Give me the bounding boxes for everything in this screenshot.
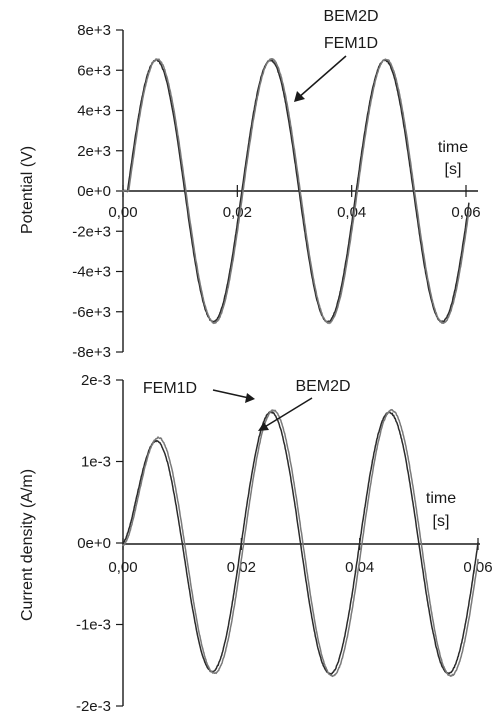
current-density-annotation-bem2d: BEM2D	[295, 378, 350, 395]
current-density-series-line-1	[122, 410, 479, 675]
y-tick-label: 2e+3	[77, 143, 111, 160]
current-density-y-axis-title: Current density (A/m)	[19, 469, 36, 621]
y-tick-label: 0e+0	[77, 183, 111, 200]
y-tick-label: 6e+3	[77, 62, 111, 79]
y-tick-label: -6e+3	[72, 304, 111, 321]
current-density-annotation-bem2d-arrowhead	[258, 422, 269, 431]
x-tick-label: 0,02	[223, 204, 252, 221]
current-density-annotation-bem2d-arrow	[262, 397, 313, 429]
y-tick-label: -8e+3	[72, 344, 111, 361]
y-tick-label: 1e-3	[81, 454, 111, 471]
potential-time-label: time	[438, 139, 468, 156]
potential-annotation-fem1d: FEM1D	[324, 35, 378, 52]
current-density-chart: Current density (A/m) 2e-3 1e-3 0e+0 -1e-3 -…	[19, 372, 493, 713]
x-tick-label: 0,00	[108, 559, 137, 576]
x-tick-label: 0,06	[463, 559, 492, 576]
current-density-time-unit-label: [s]	[433, 513, 450, 530]
current-density-series	[122, 408, 479, 678]
potential-time-unit-label: [s]	[445, 161, 462, 178]
potential-chart: Potential (V) 8e+3 6e+3 4e+3 2e+3 0e+0 -2e+3 -…	[19, 8, 481, 361]
potential-annotation-arrow	[297, 55, 347, 99]
y-tick-label: 8e+3	[77, 22, 111, 39]
y-tick-label: -2e-3	[76, 698, 111, 713]
y-tick-label: 2e-3	[81, 372, 111, 389]
potential-series	[122, 58, 470, 325]
x-tick-label: 0,04	[345, 559, 374, 576]
current-density-annotation-fem1d-arrow	[212, 389, 250, 399]
current-density-series-line-2	[122, 408, 479, 678]
x-tick-label: 0,06	[451, 204, 480, 221]
y-tick-label: -1e-3	[76, 617, 111, 634]
current-density-annotation-fem1d-arrowhead	[245, 393, 255, 403]
x-tick-label: 0,00	[108, 204, 137, 221]
current-density-y-ticks: 2e-3 1e-3 0e+0 -1e-3 -2e-3	[76, 372, 123, 713]
potential-y-axis-title: Potential (V)	[19, 146, 36, 234]
potential-x-ticks: 0,00 0,02 0,04 0,06	[108, 185, 481, 221]
x-tick-label: 0,04	[337, 204, 366, 221]
y-tick-label: -2e+3	[72, 223, 111, 240]
y-tick-label: 4e+3	[77, 103, 111, 120]
x-tick-label: 0,02	[227, 559, 256, 576]
potential-annotation-bem2d: BEM2D	[323, 8, 378, 25]
y-tick-label: -4e+3	[72, 264, 111, 281]
current-density-time-label: time	[426, 490, 456, 507]
potential-y-ticks: 8e+3 6e+3 4e+3 2e+3 0e+0 -2e+3 -4e+3 -6e+3 -8e+3	[72, 22, 123, 361]
potential-annotation-arrowhead	[294, 91, 305, 102]
potential-series-line-1	[122, 58, 470, 324]
potential-series-line-2	[122, 58, 470, 325]
current-density-annotation-fem1d: FEM1D	[143, 380, 197, 397]
y-tick-label: 0e+0	[77, 535, 111, 552]
